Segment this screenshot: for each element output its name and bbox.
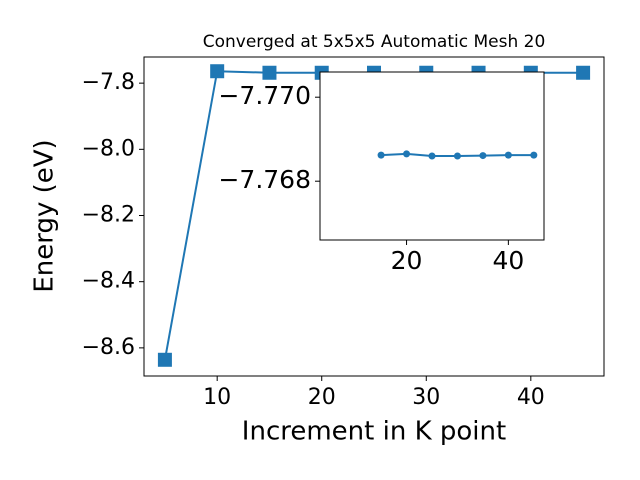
x-tick-label: 40 <box>492 246 524 275</box>
marker <box>576 65 591 80</box>
y-axis-label: Energy (eV) <box>30 139 60 292</box>
y-tick-label: −8.6 <box>82 335 135 360</box>
plot-layer <box>377 150 538 160</box>
marker <box>377 151 385 159</box>
plot-frame <box>143 56 605 377</box>
plot-frame <box>319 71 545 241</box>
marker <box>428 152 436 160</box>
marker <box>530 151 538 159</box>
x-tick-label: 30 <box>412 385 440 410</box>
y-tick-label: −8.2 <box>82 203 135 228</box>
y-tick-label: −8.4 <box>82 269 135 294</box>
marker <box>453 152 461 160</box>
x-tick-label: 20 <box>308 385 336 410</box>
marker <box>210 64 225 79</box>
x-tick-label: 40 <box>517 385 545 410</box>
marker <box>504 151 512 159</box>
y-tick-label: −8.0 <box>82 136 135 161</box>
chart-title: Converged at 5x5x5 Automatic Mesh 20 <box>203 32 546 52</box>
x-tick-label: 10 <box>203 385 231 410</box>
marker <box>262 65 277 80</box>
x-tick-label: 20 <box>391 246 423 275</box>
x-axis-label: Increment in K point <box>242 417 506 447</box>
marker <box>403 150 411 158</box>
y-tick-label: −7.768 <box>218 165 311 194</box>
marker <box>157 352 172 367</box>
y-tick-label: −7.770 <box>218 81 311 110</box>
y-tick-label: −7.8 <box>82 70 135 95</box>
marker <box>479 152 487 160</box>
